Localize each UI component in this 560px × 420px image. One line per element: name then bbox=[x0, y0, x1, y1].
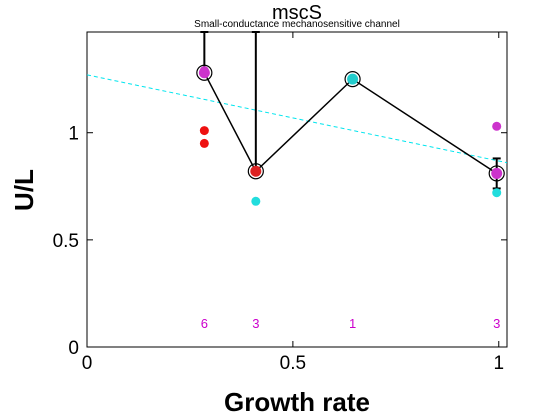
x-tick-label: 0.5 bbox=[280, 353, 306, 374]
plot-area: 0 0.5 1 0 0.5 1 6 3 1 3 bbox=[53, 31, 508, 374]
axes-frame bbox=[86, 31, 508, 348]
mean-marker-fill bbox=[347, 73, 359, 85]
x-tick-label: 1 bbox=[493, 353, 504, 374]
chart-title: mscS bbox=[272, 2, 322, 24]
trend-line bbox=[86, 74, 508, 164]
mean-marker-ring bbox=[488, 165, 505, 182]
x-tick-label: 0 bbox=[82, 353, 93, 374]
chart-subtitle: Small-conductance mechanosensitive chann… bbox=[194, 19, 400, 30]
mean-marker-fill bbox=[198, 67, 210, 79]
mean-marker-ring bbox=[344, 71, 361, 88]
sample-count-label: 3 bbox=[252, 316, 259, 331]
y-tick-label: 0 bbox=[68, 338, 79, 359]
sample-count-label: 6 bbox=[201, 316, 208, 331]
mean-marker-fill bbox=[250, 165, 262, 177]
y-axis-label: U/L bbox=[9, 169, 39, 211]
x-axis-label: Growth rate bbox=[224, 387, 370, 417]
sample-point bbox=[199, 126, 209, 136]
y-tick-label: 1 bbox=[68, 124, 79, 145]
sample-point bbox=[492, 121, 502, 131]
mean-marker-fill bbox=[491, 167, 503, 179]
sample-point bbox=[251, 196, 261, 206]
sample-count-label: 1 bbox=[349, 316, 356, 331]
mean-line bbox=[203, 72, 498, 175]
sample-point bbox=[492, 188, 502, 198]
y-tick-label: 0.5 bbox=[53, 231, 79, 252]
mean-marker-ring bbox=[196, 64, 213, 81]
sample-point bbox=[199, 138, 209, 148]
mean-marker-ring bbox=[247, 163, 264, 180]
sample-count-label: 3 bbox=[493, 316, 500, 331]
